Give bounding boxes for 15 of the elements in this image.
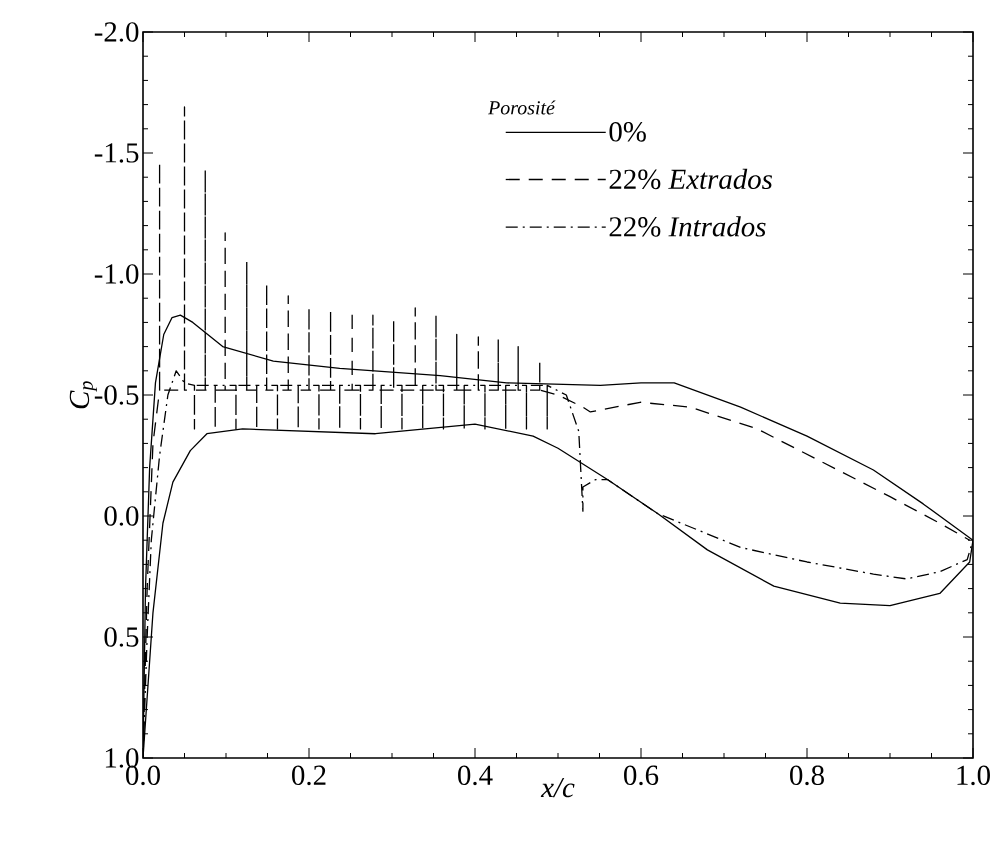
x-axis-title: x/c (540, 777, 575, 798)
y-tick-label: 0.0 (104, 506, 139, 526)
legend-label: 22% Intrados (609, 216, 766, 237)
x-tick-label: 0.8 (790, 765, 824, 786)
x-tick-label: 0.2 (292, 765, 326, 786)
legend-label: 22% Extrados (609, 168, 773, 190)
x-tick-label: 1.0 (957, 765, 990, 786)
y-tick-label: 0.5 (104, 627, 139, 647)
legend-title: Porosité (487, 100, 556, 115)
x-tick-label: 0.4 (458, 765, 493, 786)
x-tick-label: 0.6 (624, 765, 659, 786)
legend-label: 0% (609, 122, 646, 142)
y-tick-label: -2.0 (94, 22, 139, 42)
y-tick-label: -1.0 (94, 264, 139, 284)
y-tick-label: -1.5 (94, 143, 139, 163)
